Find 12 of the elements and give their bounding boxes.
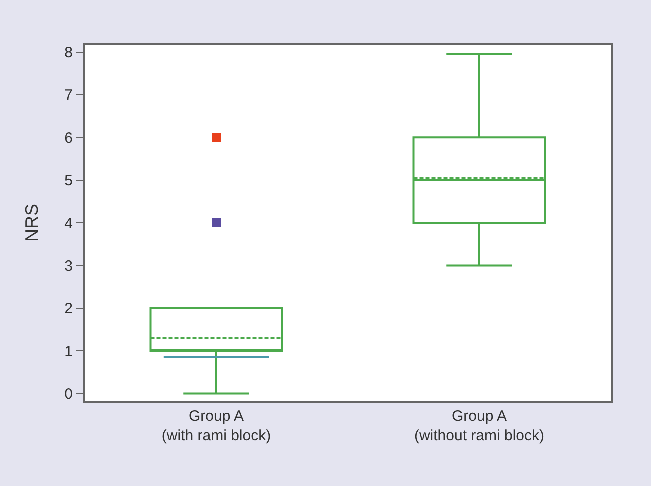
y-tick-label: 5 bbox=[64, 172, 73, 190]
x-tick-label: Group A (with rami block) bbox=[162, 408, 272, 444]
y-axis-title: NRS bbox=[22, 204, 42, 242]
y-tick-label: 6 bbox=[64, 130, 73, 147]
y-tick-label: 0 bbox=[64, 386, 73, 403]
y-tick-label: 8 bbox=[64, 44, 73, 62]
y-tick-label: 7 bbox=[64, 87, 73, 104]
y-tick-label: 1 bbox=[64, 343, 73, 360]
y-tick-label: 3 bbox=[64, 258, 73, 275]
y-tick-label: 2 bbox=[64, 300, 73, 318]
x-tick-label: Group A (without rami block) bbox=[414, 408, 545, 444]
y-tick-label: 4 bbox=[64, 215, 73, 232]
